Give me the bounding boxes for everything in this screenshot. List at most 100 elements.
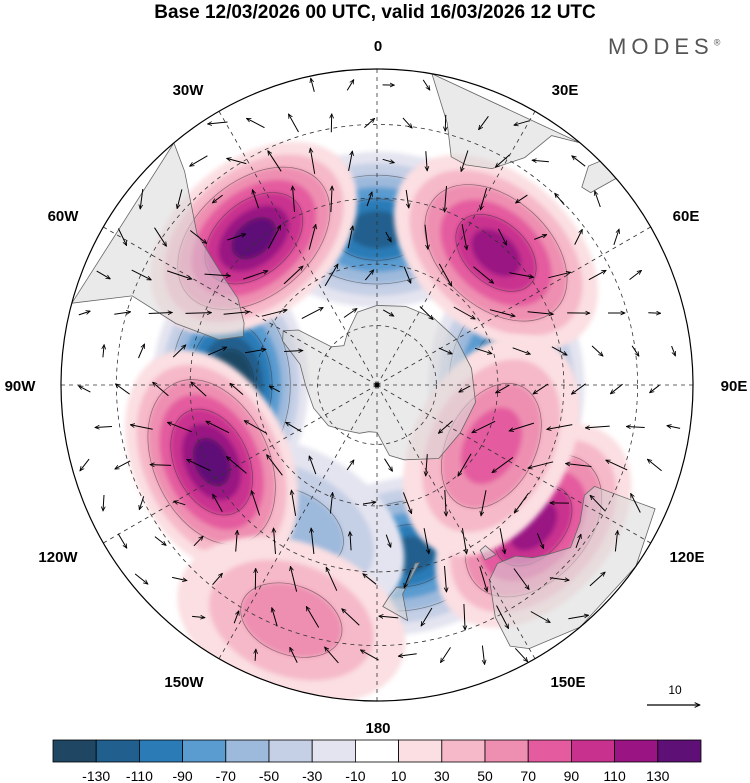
wind-vector bbox=[331, 186, 332, 213]
wind-vector bbox=[384, 458, 393, 472]
colorbar-bin bbox=[225, 739, 270, 763]
wind-vector bbox=[208, 122, 228, 124]
wind-vector bbox=[80, 458, 90, 471]
colorbar-tick-label: 30 bbox=[434, 768, 450, 783]
wind-vector bbox=[154, 227, 167, 247]
wind-vector bbox=[227, 234, 245, 241]
wind-vector bbox=[308, 224, 316, 250]
registered-mark: ® bbox=[713, 37, 721, 48]
wind-vector bbox=[551, 346, 567, 355]
wind-vector bbox=[366, 192, 372, 207]
wind-vector bbox=[192, 616, 205, 617]
wind-vector bbox=[630, 494, 641, 513]
wind-vector bbox=[247, 118, 265, 129]
wind-vector bbox=[185, 313, 212, 314]
wind-vector bbox=[382, 309, 394, 316]
wind-vector bbox=[79, 386, 91, 393]
wind-vector bbox=[191, 382, 207, 397]
wind-vector bbox=[424, 224, 428, 250]
wind-vector bbox=[671, 345, 676, 356]
wind-vector bbox=[350, 532, 351, 551]
wind-vector bbox=[571, 383, 586, 394]
colorbar-tick-label: 90 bbox=[564, 768, 580, 783]
colorbar-tick-label: -10 bbox=[345, 768, 365, 783]
wind-vector bbox=[438, 263, 451, 286]
wind-vector bbox=[360, 650, 379, 661]
colorbar-ticks: -130 -110 -90 -70 -50 -30 -10 10 30 50 70 90 110 130 bbox=[82, 768, 670, 783]
colorbar-bin bbox=[571, 739, 616, 763]
wind-vector bbox=[286, 422, 302, 433]
wind-vector bbox=[513, 568, 529, 590]
wind-vector bbox=[115, 384, 130, 395]
wind-vector bbox=[532, 160, 549, 162]
wind-vector bbox=[512, 347, 531, 354]
wind-vector bbox=[385, 534, 391, 548]
wind-vector bbox=[438, 420, 453, 434]
contour-band bbox=[240, 582, 343, 658]
wind-vector bbox=[95, 427, 113, 428]
wind-vector bbox=[193, 536, 203, 547]
wind-vector bbox=[606, 459, 628, 471]
wind-vector bbox=[153, 382, 169, 397]
wind-vector bbox=[479, 116, 489, 129]
colorbar-tick-label: -50 bbox=[259, 768, 279, 783]
wind-vector bbox=[472, 420, 496, 434]
wind-vector bbox=[96, 270, 111, 279]
wind-vector bbox=[509, 422, 535, 431]
wind-vector bbox=[289, 114, 299, 133]
wind-vector bbox=[269, 386, 280, 393]
wind-vector bbox=[458, 453, 472, 476]
wind-vector bbox=[167, 270, 192, 279]
wind-vector bbox=[426, 151, 427, 171]
wind-vector bbox=[206, 420, 230, 434]
wind-vector bbox=[301, 307, 323, 320]
brand-text: MODES bbox=[608, 34, 714, 59]
wind-vector bbox=[629, 270, 642, 280]
wind-vector bbox=[568, 615, 588, 620]
wind-vector bbox=[480, 187, 488, 210]
colorbar-tick-label: 110 bbox=[603, 768, 626, 783]
wind-vector bbox=[445, 185, 447, 212]
colorbar-bin bbox=[484, 739, 529, 763]
wind-vector bbox=[575, 534, 581, 548]
wind-vector bbox=[419, 306, 433, 320]
wind-vector bbox=[555, 193, 565, 206]
wind-vector bbox=[547, 424, 573, 430]
wind-vector bbox=[588, 270, 606, 281]
wind-vector bbox=[103, 494, 104, 511]
brand-logo: MODES® bbox=[608, 34, 720, 60]
colorbar-bin bbox=[311, 739, 356, 763]
contour-line bbox=[193, 438, 231, 486]
wind-vector bbox=[548, 272, 570, 279]
longitude-labels: 0 30E 60E 90E 120E 150E 180 150W 120W 90… bbox=[5, 38, 748, 737]
colorbar bbox=[52, 739, 702, 763]
wind-vector bbox=[293, 186, 295, 213]
wind-vector bbox=[647, 459, 662, 472]
wind-vector bbox=[403, 266, 411, 283]
wind-vector bbox=[174, 501, 186, 506]
wind-vector bbox=[230, 383, 244, 395]
wind-vector bbox=[461, 528, 466, 554]
wind-vector bbox=[311, 528, 315, 554]
wind-vector bbox=[572, 156, 586, 167]
wind-vector bbox=[650, 384, 660, 393]
wind-vector bbox=[499, 528, 505, 554]
wind-vector bbox=[441, 647, 451, 662]
wind-vector bbox=[154, 536, 166, 546]
wind-vector bbox=[405, 189, 409, 208]
wind-vector bbox=[379, 616, 399, 618]
tasmania bbox=[479, 545, 497, 561]
wind-vector bbox=[574, 229, 583, 245]
wind-vector bbox=[461, 224, 467, 250]
wind-vector bbox=[306, 607, 320, 628]
wind-vector bbox=[534, 235, 546, 240]
wind-vector bbox=[267, 226, 280, 249]
colorbar-bin bbox=[614, 739, 659, 763]
wind-vector bbox=[274, 528, 276, 555]
lon-label-150w: 150W bbox=[164, 674, 204, 691]
wind-vector bbox=[213, 494, 223, 513]
wind-vector bbox=[423, 528, 429, 554]
wind-vector bbox=[481, 490, 487, 516]
contour-band bbox=[193, 438, 230, 486]
reference-vector-label: 10 bbox=[668, 683, 682, 697]
